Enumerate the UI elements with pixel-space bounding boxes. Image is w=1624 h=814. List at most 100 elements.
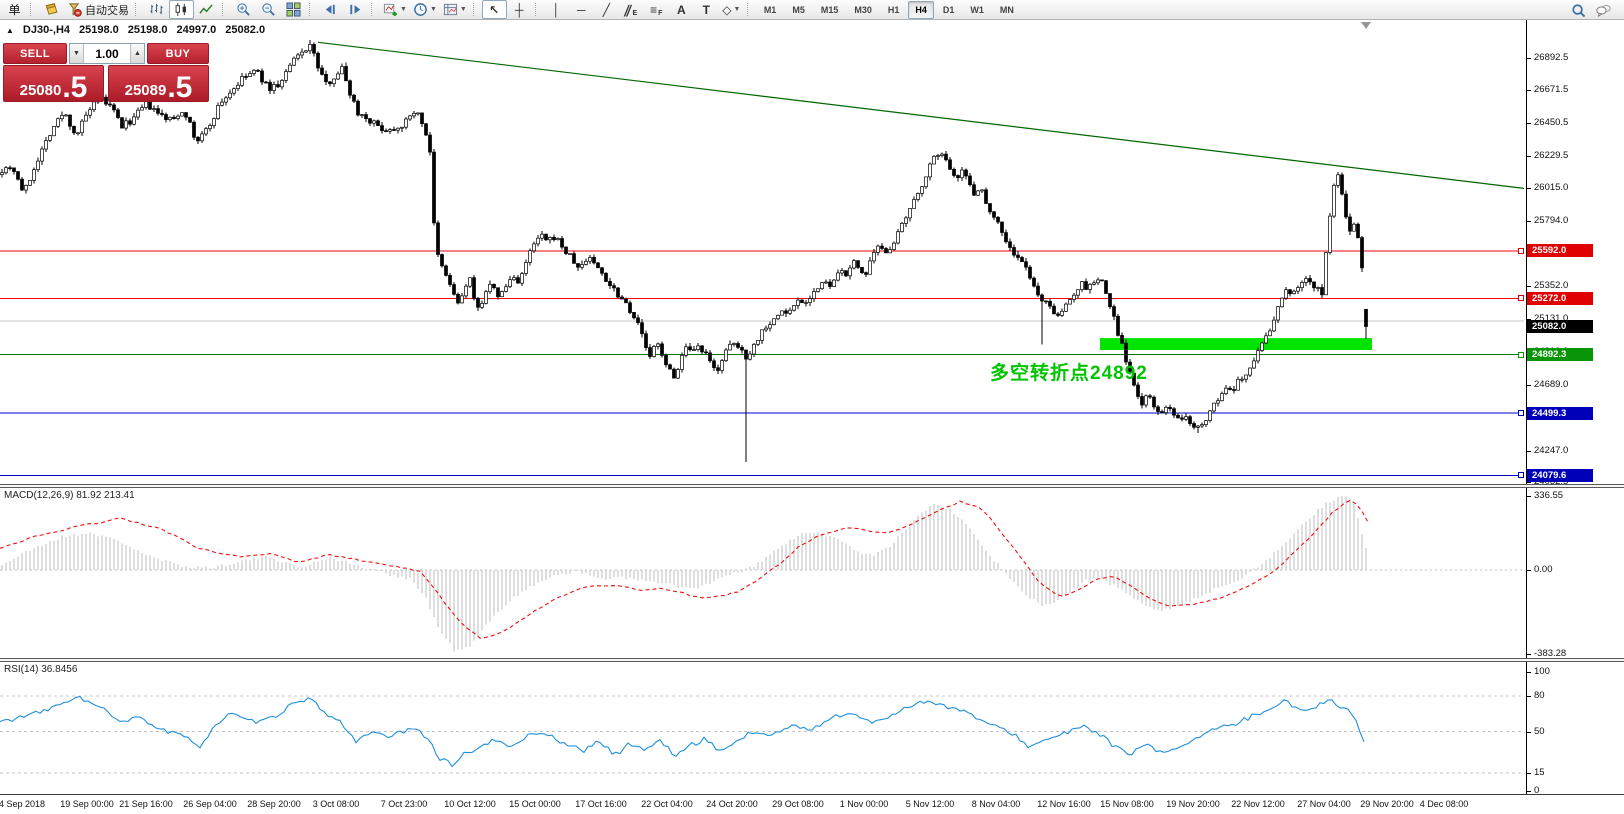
- time-axis[interactable]: 4 Sep 2018 19 Sep 00:00 21 Sep 16:00 26 Sep…: [0, 794, 1624, 814]
- horizontal-line-icon[interactable]: ─: [569, 0, 594, 19]
- time-tick-label: 27 Nov 04:00: [1297, 799, 1351, 809]
- price-tick-label: 26892.5: [1534, 52, 1569, 63]
- panel-separator[interactable]: [0, 484, 1624, 488]
- chat-icon[interactable]: [1591, 1, 1616, 20]
- candlestick-chart[interactable]: [0, 20, 1524, 484]
- axis-tick: [1526, 696, 1531, 697]
- cursor-icon[interactable]: ↖: [481, 0, 507, 19]
- timeframe-button-m15[interactable]: M15: [820, 4, 839, 15]
- candlestick-chart-icon[interactable]: [169, 0, 194, 19]
- templates-icon[interactable]: ▼: [440, 0, 470, 19]
- symbol-period: DJ30-,H4: [22, 24, 70, 36]
- price-tick-label: 26015.0: [1534, 182, 1569, 193]
- macd-indicator-chart[interactable]: [0, 488, 1524, 658]
- tile-windows-icon[interactable]: [281, 0, 306, 19]
- time-tick-label: 19 Nov 20:00: [1166, 799, 1220, 809]
- panel-separator[interactable]: [0, 658, 1624, 662]
- price-level-box: 24892.3: [1527, 348, 1593, 361]
- line-handle[interactable]: [1518, 295, 1524, 301]
- chart-shift-marker-icon[interactable]: [1361, 22, 1371, 29]
- time-tick-label: 22 Nov 12:00: [1231, 799, 1285, 809]
- axis-tick: [1526, 773, 1531, 774]
- zoom-in-icon[interactable]: [231, 0, 256, 19]
- price-tick-label: 25794.0: [1534, 215, 1569, 226]
- line-handle[interactable]: [1518, 352, 1524, 358]
- time-tick-label: 4 Sep 2018: [0, 799, 46, 809]
- channel-icon[interactable]: ∥ E: [619, 0, 644, 19]
- timeframe-button-h1[interactable]: H1: [887, 4, 900, 15]
- chevron-down-icon[interactable]: ▼: [459, 6, 467, 13]
- label-icon[interactable]: T: [694, 0, 719, 19]
- text-icon[interactable]: A: [669, 0, 694, 19]
- toolbar-grip: [135, 3, 140, 16]
- toolbar: 单自动交易 ▼ ▼ ▼ ↖ ┼ │ ─ ╱ ∥ E ≡ F A T ◇ ▼ M1 M5 M15 M30 H1 H4 D1 W1 M…: [0, 0, 1624, 20]
- one-click-trading-panel: SELL ▼ ▲ BUY 25080 .5 25089 .5: [3, 43, 209, 102]
- chart-annotation-text[interactable]: 多空转折点24892: [990, 363, 1148, 384]
- chart-window[interactable]: ▲ DJ30-,H4 25198.0 25198.0 24997.0 25082…: [0, 20, 1624, 814]
- axis-tick: [1526, 385, 1531, 386]
- price-tick-label: 336.55: [1534, 490, 1564, 501]
- volume-decrease-button[interactable]: ▼: [70, 44, 84, 63]
- timeframe-button-m5[interactable]: M5: [792, 4, 805, 15]
- sell-button[interactable]: SELL: [3, 43, 67, 64]
- bar-chart-icon[interactable]: [144, 0, 169, 19]
- axis-tick: [1526, 58, 1531, 59]
- price-tick-label: 26671.5: [1534, 84, 1569, 95]
- vertical-line-icon[interactable]: │: [544, 0, 569, 19]
- vertical-line-icon: │: [552, 2, 561, 17]
- chevron-down-icon[interactable]: ▼: [733, 6, 741, 13]
- autotrading-label: 自动交易: [85, 4, 129, 17]
- toolbar-grip: [222, 3, 227, 16]
- price-level-box: 25592.0: [1527, 244, 1593, 257]
- chart-shift-icon[interactable]: [318, 0, 343, 19]
- buy-price-display[interactable]: 25089 .5: [108, 65, 209, 102]
- time-tick-label: 7 Oct 23:00: [380, 799, 428, 809]
- axis-tick: [1526, 286, 1531, 287]
- price-level-box: 25082.0: [1527, 320, 1593, 333]
- high-value: 25198.0: [127, 24, 168, 36]
- chevron-down-icon[interactable]: ▼: [429, 6, 437, 13]
- rsi-indicator-chart[interactable]: [0, 662, 1524, 794]
- chevron-down-icon[interactable]: ▼: [400, 6, 407, 13]
- price-tick-label: 100: [1534, 666, 1550, 677]
- axis-tick: [1526, 654, 1531, 655]
- timeframe-button-m1[interactable]: M1: [763, 4, 777, 15]
- price-level-box: 25272.0: [1527, 292, 1593, 305]
- axis-tick: [1526, 90, 1531, 91]
- auto-scroll-icon[interactable]: [343, 0, 368, 19]
- axis-tick: [1526, 156, 1531, 157]
- crosshair-icon[interactable]: ┼: [507, 0, 532, 19]
- timeframe-button-mn[interactable]: MN: [999, 4, 1014, 15]
- time-tick-label: 26 Sep 04:00: [183, 799, 237, 809]
- volume-increase-button[interactable]: ▲: [130, 44, 144, 63]
- axis-tick: [1526, 451, 1531, 452]
- line-handle[interactable]: [1518, 472, 1524, 478]
- sell-price-display[interactable]: 25080 .5: [3, 65, 104, 102]
- time-tick-label: 24 Oct 20:00: [706, 799, 758, 809]
- timeframe-button-w1[interactable]: W1: [970, 4, 984, 15]
- shapes-icon[interactable]: ◇ ▼: [719, 0, 744, 19]
- line-chart-icon[interactable]: [194, 0, 219, 19]
- shapes-icon: ◇: [722, 2, 732, 17]
- autotrading-icon[interactable]: 自动交易: [64, 0, 132, 19]
- new-order-icon[interactable]: [39, 0, 64, 19]
- price-tick-label: 0.00: [1534, 564, 1553, 575]
- timeframe-button-h4[interactable]: H4: [908, 0, 934, 19]
- zoom-out-icon[interactable]: [256, 0, 281, 19]
- timeframe-button-m30[interactable]: M30: [854, 4, 872, 15]
- line-handle[interactable]: [1518, 248, 1524, 254]
- line-handle[interactable]: [1518, 410, 1524, 416]
- menu-text[interactable]: 单: [2, 0, 27, 19]
- toolbar-grip: [371, 3, 376, 16]
- time-tick-label: 5 Nov 12:00: [905, 799, 955, 809]
- toolbar-grip: [472, 3, 478, 16]
- indicators-icon[interactable]: ▼: [380, 0, 410, 19]
- buy-button[interactable]: BUY: [147, 43, 209, 64]
- trendline-icon[interactable]: ╱: [594, 0, 619, 19]
- timeframe-button-d1[interactable]: D1: [942, 4, 955, 15]
- fibonacci-icon[interactable]: ≡ F: [644, 0, 669, 19]
- search-icon[interactable]: [1566, 1, 1591, 20]
- periods-icon[interactable]: ▼: [410, 0, 440, 19]
- volume-input[interactable]: [84, 44, 130, 63]
